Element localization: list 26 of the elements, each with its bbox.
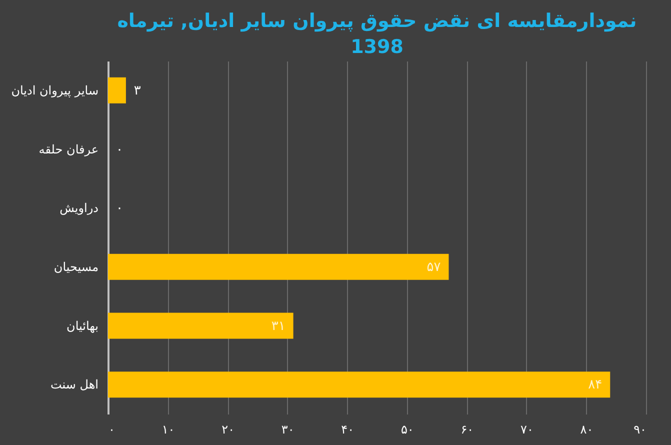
data-label: ۳ <box>134 83 141 98</box>
x-tick-label: ۰ <box>108 422 115 436</box>
data-label: ۰ <box>116 201 123 216</box>
data-label: ۵۷ <box>426 260 441 275</box>
x-tick-label: ۸۰ <box>580 422 594 436</box>
y-tick-label: سایر پیروان ادیان <box>11 83 98 98</box>
x-tick-label: ۵۰ <box>400 422 414 436</box>
y-tick-label: دراویش <box>60 201 98 216</box>
x-tick-label: ۷۰ <box>520 422 534 436</box>
bar <box>108 372 610 398</box>
y-tick-label: عرفان حلقه <box>38 142 98 156</box>
y-tick-label: اهل سنت <box>50 378 98 392</box>
x-tick-label: ۲۰ <box>222 422 234 436</box>
x-tick-label: ۴۰ <box>341 422 354 436</box>
data-label: ۸۴ <box>588 378 602 393</box>
bar <box>108 312 294 339</box>
data-label: ۰ <box>116 142 123 158</box>
data-label: ۳۱ <box>271 318 286 334</box>
bar <box>108 77 126 104</box>
x-tick-label: ۹۰ <box>634 422 646 436</box>
x-tick-label: ۱۰ <box>162 422 175 436</box>
y-tick-label: بهائیان <box>66 318 98 333</box>
x-tick-label: ۶۰ <box>460 422 474 436</box>
x-tick-label: ۳۰ <box>281 422 294 436</box>
bar <box>108 254 449 280</box>
y-tick-label: مسیحیان <box>54 260 98 274</box>
